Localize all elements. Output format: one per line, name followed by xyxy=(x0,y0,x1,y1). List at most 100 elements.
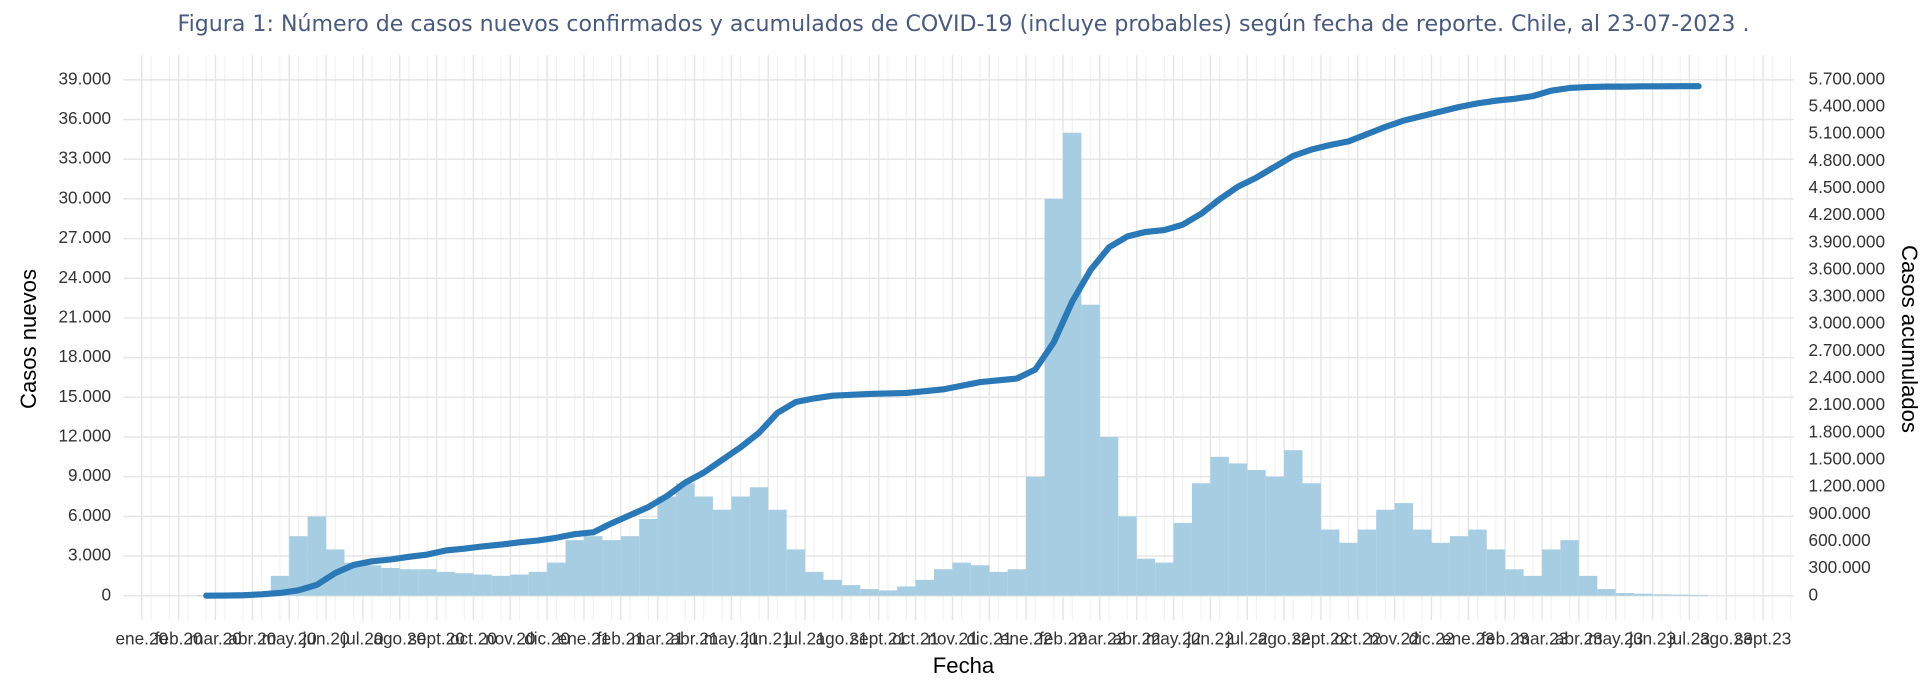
x-tick-label: abr.21 xyxy=(671,628,719,648)
bar xyxy=(989,571,1008,596)
bar xyxy=(1486,549,1506,596)
bar xyxy=(823,579,842,596)
bar xyxy=(657,496,677,596)
y-tick-label: 24.000 xyxy=(59,267,112,287)
bar xyxy=(1689,594,1708,596)
bar xyxy=(583,536,603,596)
x-tick-label: mar.22 xyxy=(1074,628,1127,648)
x-tick-label: mar.20 xyxy=(189,628,242,648)
x-tick-label: sept.22 xyxy=(1293,628,1349,648)
y-tick-label: 33.000 xyxy=(59,148,112,168)
bar xyxy=(1634,593,1653,596)
bar xyxy=(1320,529,1340,596)
x-tick-label: ene.21 xyxy=(558,628,611,648)
x-tick-label: jul.22 xyxy=(1226,628,1268,648)
bar xyxy=(1523,575,1543,596)
bar xyxy=(307,516,327,596)
x-tick-label: dic.20 xyxy=(524,628,570,648)
bar xyxy=(1431,542,1450,596)
bar xyxy=(362,565,382,596)
x-tick-label: ago.21 xyxy=(816,628,869,648)
x-tick-label: may.20 xyxy=(262,628,317,648)
y-axis-title: Casos nuevos xyxy=(16,269,41,409)
x-tick-label: feb.22 xyxy=(1039,628,1087,648)
x-tick-label: dic.22 xyxy=(1409,628,1455,648)
bar xyxy=(1228,463,1248,596)
chart-title: Figura 1: Número de casos nuevos confirm… xyxy=(178,11,1750,37)
bar xyxy=(1505,569,1524,596)
bar xyxy=(1210,456,1229,596)
bar xyxy=(1044,198,1063,596)
bar xyxy=(952,562,971,596)
x-tick-label: dic.21 xyxy=(966,628,1012,648)
bar xyxy=(970,565,990,596)
bar xyxy=(1615,593,1635,596)
x-tick-label: sept.23 xyxy=(1735,628,1791,648)
y2-tick-label: 5.700.000 xyxy=(1809,68,1885,88)
bar xyxy=(1081,304,1100,596)
x-tick-label: sept.20 xyxy=(408,628,464,648)
y2-tick-label: 0 xyxy=(1809,584,1819,604)
y2-tick-label: 4.800.000 xyxy=(1809,150,1885,170)
bar xyxy=(344,562,363,596)
bar xyxy=(639,518,658,596)
bar xyxy=(860,589,879,596)
bar xyxy=(620,536,640,596)
bar xyxy=(897,586,916,596)
bar xyxy=(1670,594,1690,596)
y-tick-label: 18.000 xyxy=(59,346,112,366)
y-tick-label: 6.000 xyxy=(68,505,111,525)
bar xyxy=(455,573,474,596)
bar xyxy=(1247,470,1266,596)
x-tick-label: mar.21 xyxy=(631,628,684,648)
y2-tick-label: 3.900.000 xyxy=(1809,231,1885,251)
x-tick-label: ene.20 xyxy=(116,628,169,648)
bar xyxy=(768,509,787,596)
bar xyxy=(915,579,935,596)
bar xyxy=(1173,522,1192,596)
x-tick-label: sept.21 xyxy=(851,628,907,648)
bar xyxy=(547,562,566,596)
x-tick-label: jul.20 xyxy=(341,628,383,648)
y2-tick-label: 600.000 xyxy=(1809,530,1871,550)
bar xyxy=(528,571,548,596)
bar xyxy=(473,574,492,596)
x-tick-label: ene.23 xyxy=(1442,628,1495,648)
x-tick-label: may.23 xyxy=(1588,628,1643,648)
bar xyxy=(436,571,455,596)
y-tick-label: 21.000 xyxy=(59,306,112,326)
x-tick-label: feb.20 xyxy=(155,628,203,648)
x-tick-label: oct.20 xyxy=(450,628,497,648)
bar xyxy=(841,585,861,596)
bar xyxy=(1542,549,1561,596)
bar xyxy=(1265,476,1285,596)
y2-tick-label: 5.100.000 xyxy=(1809,123,1885,143)
bar xyxy=(510,574,529,596)
x-tick-label: ago.20 xyxy=(373,628,426,648)
bar xyxy=(1413,529,1432,596)
x-tick-label: jun.20 xyxy=(302,628,350,648)
y2-tick-label: 2.700.000 xyxy=(1809,340,1885,360)
x-tick-label: jul.23 xyxy=(1668,628,1710,648)
bar xyxy=(1449,536,1469,596)
bar xyxy=(1357,529,1377,596)
bar xyxy=(1026,476,1045,596)
x-tick-label: feb.21 xyxy=(597,628,645,648)
bar xyxy=(1099,436,1119,596)
bar xyxy=(712,509,732,596)
x-tick-label: feb.23 xyxy=(1481,628,1529,648)
bar xyxy=(418,569,437,596)
y2-tick-label: 4.200.000 xyxy=(1809,204,1885,224)
bar xyxy=(878,590,898,596)
bar xyxy=(381,567,400,596)
x-tick-label: oct.21 xyxy=(892,628,939,648)
bar xyxy=(1062,132,1082,596)
y-tick-label: 30.000 xyxy=(59,187,112,207)
bar xyxy=(1118,516,1137,596)
grid xyxy=(150,55,1792,621)
x-tick-label: nov.22 xyxy=(1369,628,1419,648)
y2-tick-label: 3.000.000 xyxy=(1809,313,1885,333)
y-tick-label: 27.000 xyxy=(59,227,112,247)
y-tick-label: 0 xyxy=(102,584,112,604)
